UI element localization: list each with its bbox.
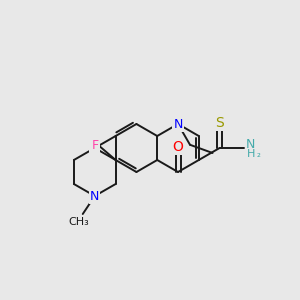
Text: CH₃: CH₃ — [68, 217, 89, 227]
Text: F: F — [91, 139, 98, 152]
Text: H: H — [246, 149, 255, 159]
Text: N: N — [90, 142, 100, 154]
Text: S: S — [215, 116, 224, 130]
Text: ₂: ₂ — [256, 149, 260, 159]
Text: N: N — [173, 118, 183, 130]
Text: O: O — [172, 140, 183, 154]
Text: N: N — [90, 190, 100, 202]
Text: N: N — [246, 139, 255, 152]
